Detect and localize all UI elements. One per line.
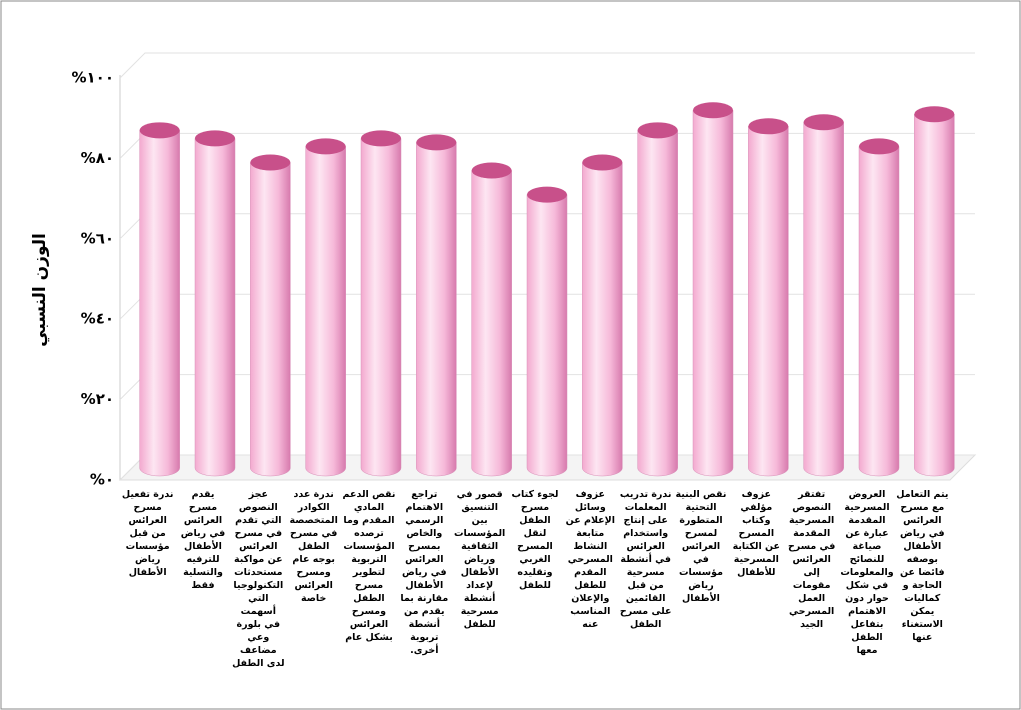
grid-line <box>119 52 975 79</box>
bar-body <box>637 130 678 477</box>
bar-top <box>914 106 955 123</box>
bar-top <box>582 154 623 171</box>
bar-body <box>360 138 402 477</box>
bar-top <box>416 134 457 151</box>
bar <box>582 154 623 477</box>
x-tick-label: يتم التعامل مع مسرح العرائس في رياض الأط… <box>896 489 949 643</box>
y-tick-label: %٤٠ <box>81 310 114 328</box>
x-tick-label-box: لجوء كتاب مسرح الطفل لنقل المسرح الغربي … <box>511 489 559 591</box>
bar-top <box>195 130 235 147</box>
x-tick-label-box: عزوف وسائل الإعلام عن متابعة النشاط المس… <box>565 489 615 630</box>
bar <box>637 122 678 477</box>
x-tick-label-box: العروض المسرحية المقدمة عبارة عن صياغة ل… <box>840 489 894 656</box>
bar-top <box>803 114 844 131</box>
x-tick-label-box: ندرة تدريب المعلمات على إنتاج واستخدام ا… <box>619 489 672 630</box>
bar <box>471 162 512 477</box>
bar <box>692 102 734 477</box>
x-tick-label-box: يتم التعامل مع مسرح العرائس في رياض الأط… <box>896 489 949 643</box>
bar-body <box>305 146 346 477</box>
bar <box>139 122 180 477</box>
y-tick-label: %٨٠ <box>81 149 114 167</box>
bar <box>748 118 789 477</box>
bar-top <box>637 122 678 139</box>
x-tick-label: عجز النصوص التي تقدم في مسرح العرائس عن … <box>232 489 285 669</box>
bar-body <box>692 109 734 477</box>
bar-body <box>582 162 623 477</box>
bar-top <box>748 118 789 135</box>
x-tick-label: نقص الدعم المادي المقدم وما ترصده المؤسس… <box>342 489 396 643</box>
bar-top <box>527 186 567 203</box>
x-tick-label: لجوء كتاب مسرح الطفل لنقل المسرح الغربي … <box>511 489 559 591</box>
bar-body <box>471 170 512 477</box>
bar <box>526 186 568 477</box>
x-tick-label-box: تراجع الاهتمام الرسمي والخاص بمسرح العرا… <box>400 489 449 656</box>
bar-body <box>803 122 844 477</box>
x-tick-label-box: ندرة تفعيل مسرح العرائس من قبل مؤسسات ري… <box>121 489 174 578</box>
x-tick-label-box: تفتقر النصوص المسرحية المقدمة في مسرح ال… <box>787 489 836 630</box>
bar <box>305 138 346 477</box>
x-tick-label-box: قصور في التنسيق بين المؤسسات الثقافية ور… <box>454 489 506 630</box>
bar-top <box>305 138 346 155</box>
x-tick-label: قصور في التنسيق بين المؤسسات الثقافية ور… <box>454 489 506 630</box>
x-tick-label: نقص البنية التحتية المتطورة لمسرح العرائ… <box>675 489 727 604</box>
x-tick-label-box: ندرة عدد الكوادر المتخصصة في مسرح الطفل … <box>289 489 338 604</box>
bar-top <box>471 162 512 179</box>
y-tick-label: %١٠٠ <box>72 69 115 87</box>
bar-body <box>250 162 291 477</box>
bar-top <box>859 138 899 155</box>
x-tick-label-box: نقص البنية التحتية المتطورة لمسرح العرائ… <box>675 489 727 604</box>
bar <box>194 130 236 477</box>
x-tick-label: تفتقر النصوص المسرحية المقدمة في مسرح ال… <box>787 489 836 630</box>
bar <box>914 106 955 477</box>
y-tick-label: %٢٠ <box>81 390 114 408</box>
x-tick-label: ندرة عدد الكوادر المتخصصة في مسرح الطفل … <box>289 489 338 604</box>
x-tick-label: ندرة تفعيل مسرح العرائس من قبل مؤسسات ري… <box>121 489 174 578</box>
x-tick-label: العروض المسرحية المقدمة عبارة عن صياغة ل… <box>840 489 894 656</box>
y-tick-label: %٦٠ <box>81 229 114 247</box>
bar-body <box>914 113 955 477</box>
bar-body <box>139 130 180 477</box>
bar <box>360 130 402 477</box>
x-tick-label-box: عزوف مؤلفي وكتاب المسرح عن الكتابة المسر… <box>732 489 781 578</box>
x-tick-label: عزوف وسائل الإعلام عن متابعة النشاط المس… <box>565 489 615 630</box>
x-tick-label-box: يقدم مسرح العرائس في رياض الأطفال للترفي… <box>180 489 226 591</box>
bar-body <box>858 146 900 477</box>
y-axis-label: الوزن النسبي <box>30 233 50 347</box>
bar <box>858 138 900 477</box>
x-tick-label: عزوف مؤلفي وكتاب المسرح عن الكتابة المسر… <box>732 489 781 578</box>
bar <box>250 154 291 477</box>
x-tick-label: يقدم مسرح العرائس في رياض الأطفال للترفي… <box>180 489 226 591</box>
bar <box>416 134 457 477</box>
bar-body <box>416 142 457 477</box>
bar <box>803 114 844 477</box>
bar-body <box>748 126 789 477</box>
bar-body <box>194 138 236 477</box>
bar-top <box>693 102 733 119</box>
bar-body <box>526 194 568 477</box>
x-tick-label: تراجع الاهتمام الرسمي والخاص بمسرح العرا… <box>400 489 449 656</box>
y-tick-label: %٠ <box>90 471 114 489</box>
bar-top <box>139 122 180 139</box>
bar-top <box>250 154 291 171</box>
x-tick-label: ندرة تدريب المعلمات على إنتاج واستخدام ا… <box>619 489 672 630</box>
x-tick-label-box: عجز النصوص التي تقدم في مسرح العرائس عن … <box>232 489 285 669</box>
bar-top <box>361 130 401 147</box>
x-tick-label-box: نقص الدعم المادي المقدم وما ترصده المؤسس… <box>342 489 396 643</box>
